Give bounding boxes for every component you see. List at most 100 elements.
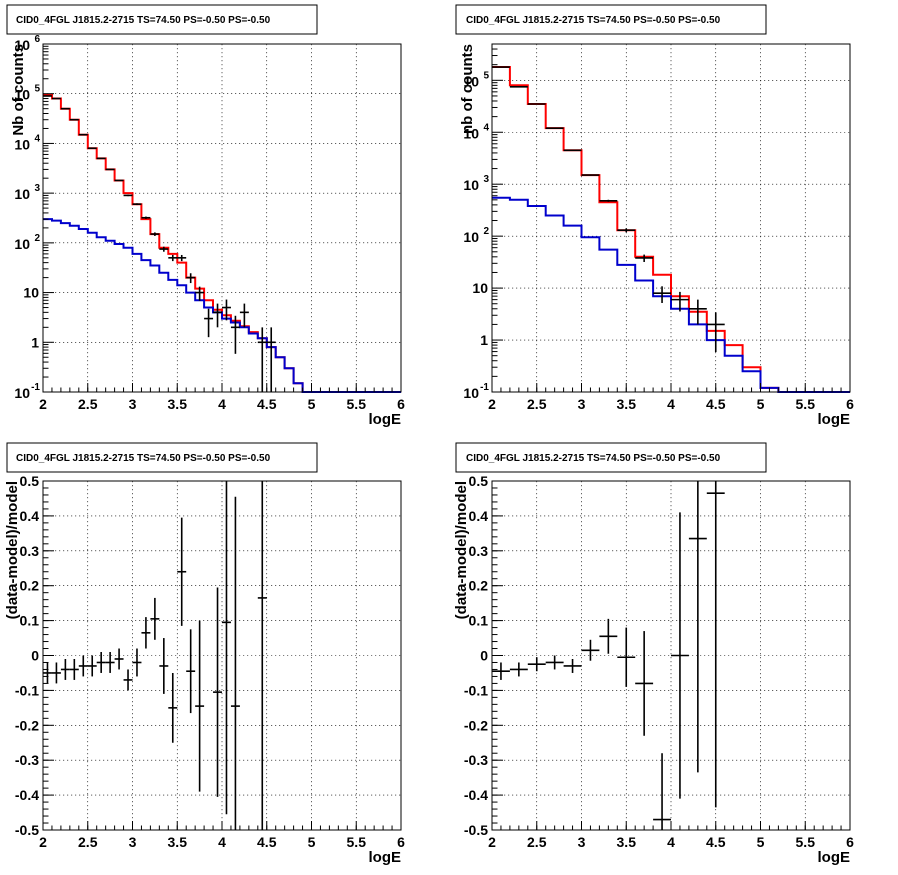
x-tick-label: 2.5 [78, 834, 98, 850]
y-tick-label: 0.4 [469, 508, 489, 524]
title-box [6, 442, 318, 473]
y-tick-exponent: 3 [34, 183, 40, 194]
y-tick-label: -0.5 [464, 822, 488, 838]
x-tick-label: 5.5 [347, 834, 367, 850]
x-tick-label: 2.5 [527, 396, 547, 412]
y-axis-label: (data-model)/model [4, 481, 21, 619]
y-tick-exponent: 4 [34, 133, 40, 144]
x-tick-label: 4 [667, 396, 675, 412]
panel-top-left: CID0_4FGL J1815.2-2715 TS=74.50 PS=-0.50… [6, 4, 405, 428]
y-tick-exponent: -1 [480, 382, 489, 393]
x-tick-label: 4 [218, 396, 226, 412]
y-tick-label: 10 [472, 280, 488, 296]
data-point [653, 286, 671, 303]
x-tick-label: 3.5 [168, 396, 188, 412]
y-axis-ticks: -0.5 -0.4 -0.3 -0.2 -0.1 0 0.1 0.2 0.3 0.4 0.5 [464, 473, 503, 838]
y-tick-label: 10 [14, 186, 30, 202]
panel-bottom-left: CID0_4FGL J1815.2-2715 TS=74.50 PS=-0.50… [4, 442, 405, 866]
data-point [671, 512, 689, 799]
x-tick-label: 4 [218, 834, 226, 850]
y-tick-label: -0.4 [15, 787, 39, 803]
y-tick-label: -0.2 [15, 717, 39, 733]
data-point [177, 254, 187, 262]
x-axis-label: logE [369, 849, 402, 866]
data-point [78, 655, 88, 677]
data-point [150, 232, 160, 236]
grid [43, 44, 401, 392]
data-point [186, 629, 196, 714]
grid [43, 481, 401, 830]
data-point [545, 655, 564, 670]
x-tick-label: 3.5 [168, 834, 188, 850]
y-axis-label: nb of counts [459, 44, 476, 134]
data-point [635, 631, 654, 736]
y-tick-label: 10 [463, 229, 479, 245]
data-point [213, 303, 222, 328]
y-tick-label: 0 [480, 648, 488, 664]
data-point [168, 672, 178, 743]
data-points [492, 66, 725, 353]
x-tick-label: 4.5 [257, 396, 277, 412]
data-point [186, 273, 196, 284]
x-axis-label: logE [818, 411, 851, 428]
chart-title: CID0_4FGL J1815.2-2715 TS=74.50 PS=-0.50… [466, 453, 721, 464]
y-tick-exponent: 6 [34, 34, 40, 45]
data-point [132, 203, 142, 206]
title-box [6, 4, 318, 35]
x-tick-label: 6 [397, 834, 405, 850]
y-tick-label: 0 [31, 648, 39, 664]
x-tick-label: 6 [846, 834, 854, 850]
data-point [177, 517, 187, 626]
y-tick-exponent: 2 [483, 226, 489, 237]
y-tick-label: 0.1 [20, 613, 40, 629]
data-point [96, 157, 106, 160]
data-point [43, 662, 52, 684]
data-point [96, 652, 106, 673]
y-tick-label: 0.3 [469, 543, 489, 559]
y-tick-label: 0.2 [469, 578, 489, 594]
data-point [168, 254, 178, 262]
x-axis-ticks: 2 2.5 3 3.5 4 4.5 5 5.5 6 [39, 821, 405, 850]
y-tick-label: 1 [31, 334, 39, 350]
data-point [706, 312, 725, 353]
x-tick-label: 4.5 [257, 834, 277, 850]
data-point [527, 657, 546, 672]
x-tick-label: 6 [846, 396, 854, 412]
grid [492, 44, 850, 392]
data-points [492, 481, 725, 830]
y-tick-exponent: 5 [34, 84, 40, 95]
histogram-line [43, 93, 401, 393]
data-point [141, 216, 151, 219]
data-point [60, 658, 70, 680]
histogram-line [492, 66, 850, 393]
x-tick-label: 4.5 [706, 396, 726, 412]
title-box [455, 442, 767, 473]
data-point [213, 587, 222, 797]
chart-title: CID0_4FGL J1815.2-2715 TS=74.50 PS=-0.50… [466, 15, 721, 26]
histogram-series [492, 66, 850, 393]
data-point [132, 648, 142, 677]
x-axis-label: logE [818, 849, 851, 866]
data-point [222, 299, 231, 321]
x-tick-label: 5.5 [796, 396, 816, 412]
y-tick-label: -0.5 [15, 822, 39, 838]
y-tick-label: 10 [14, 87, 30, 103]
y-tick-label: -0.4 [464, 787, 488, 803]
x-tick-label: 2.5 [527, 834, 547, 850]
x-axis-ticks: 2 2.5 3 3.5 4 4.5 5 5.5 6 [488, 383, 854, 412]
y-tick-label: 0.1 [469, 613, 489, 629]
x-axis-ticks: 2 2.5 3 3.5 4 4.5 5 5.5 6 [488, 821, 854, 850]
data-point [671, 291, 689, 312]
data-point [257, 327, 267, 392]
data-point [105, 168, 115, 171]
data-point [617, 627, 636, 687]
data-point [688, 481, 707, 773]
data-point [159, 638, 169, 694]
y-tick-exponent: 3 [483, 174, 489, 185]
data-point [581, 639, 600, 661]
y-tick-label: -0.3 [464, 752, 488, 768]
data-point [492, 662, 510, 680]
x-axis-label: logE [369, 411, 402, 428]
